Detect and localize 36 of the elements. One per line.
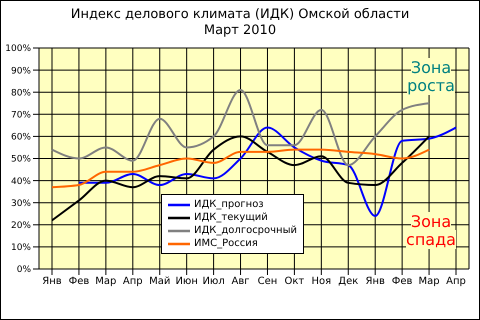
y-tick-label: 0% xyxy=(16,265,32,276)
y-tick-label: 40% xyxy=(10,176,32,187)
x-tick-label: Фев xyxy=(392,276,413,288)
y-tick-label: 70% xyxy=(10,110,32,120)
x-tick-label: Апр xyxy=(122,276,143,288)
x-tick-label: Мар xyxy=(95,276,116,288)
legend-label: ИДК_прогноз xyxy=(194,198,264,211)
line-series xyxy=(51,148,430,188)
y-tick-label: 80% xyxy=(10,88,32,98)
annotation: Зона спада xyxy=(406,212,456,249)
y-tick-label: 30% xyxy=(10,198,32,209)
x-tick-label: Авг xyxy=(232,276,250,288)
x-tick-label: Окт xyxy=(284,276,304,288)
y-tick-label: 100% xyxy=(5,44,32,54)
y-tick-label: 10% xyxy=(10,243,32,254)
x-tick-label: Апр xyxy=(446,276,466,288)
y-tick-label: 60% xyxy=(10,132,32,143)
y-tick-label: 90% xyxy=(10,66,32,76)
x-tick-label: Июл xyxy=(202,276,225,288)
x-tick-label: Фев xyxy=(68,276,90,288)
x-tick-label: Июн xyxy=(175,276,198,288)
x-tick-label: Дек xyxy=(338,276,358,288)
chart-subtitle: Март 2010 xyxy=(202,23,278,39)
legend-label: ИМС_Россия xyxy=(194,237,258,250)
x-tick-label: Мар xyxy=(418,276,440,288)
x-tick-label: Ноя xyxy=(312,276,332,288)
x-tick-label: Янв xyxy=(42,276,62,288)
y-tick-label: 20% xyxy=(10,220,32,231)
chart-title: Индекс делового климата (ИДК) Омской области xyxy=(70,7,410,23)
x-tick-label: Янв xyxy=(366,276,385,288)
legend-label: ИДК_текущий xyxy=(194,211,268,224)
legend-label: ИДК_долгосрочный xyxy=(194,224,297,237)
annotation: Зона роста xyxy=(407,58,455,95)
y-tick-label: 50% xyxy=(10,154,32,165)
x-tick-label: Май xyxy=(149,276,170,288)
x-tick-label: Сен xyxy=(258,276,278,288)
